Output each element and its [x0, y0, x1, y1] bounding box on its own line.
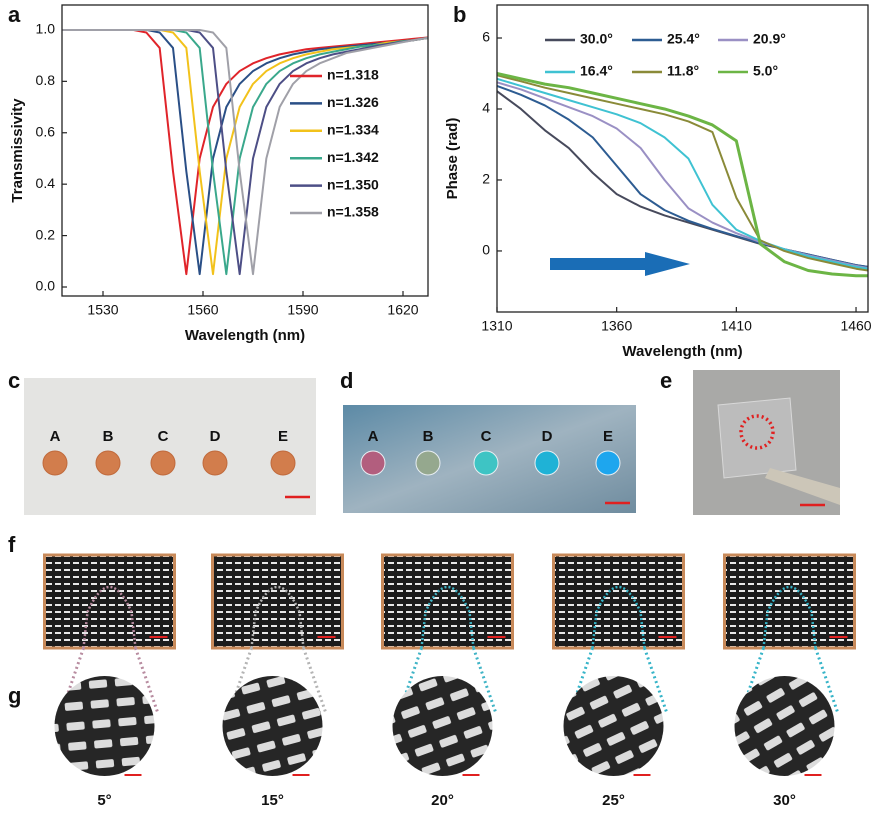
tweezers	[765, 468, 840, 505]
sample-label: C	[158, 428, 169, 445]
arrow	[550, 252, 690, 276]
y-tick-label: 0.0	[36, 278, 56, 294]
panel-label: a	[8, 2, 21, 27]
x-axis-title: Wavelength (nm)	[185, 327, 305, 344]
zoom-image	[54, 676, 155, 776]
series-line	[497, 77, 868, 270]
legend-label: 16.4°	[580, 63, 613, 79]
panel-label: b	[453, 2, 466, 27]
angle-label: 15°	[261, 792, 284, 809]
sample-label: D	[210, 428, 221, 445]
legend-label: 30.0°	[580, 31, 613, 47]
x-tick-label: 1460	[840, 318, 871, 334]
angle-label: 25°	[602, 792, 625, 809]
x-tick-label: 1410	[721, 318, 752, 334]
x-tick-label: 1620	[387, 302, 418, 318]
plot-lines	[62, 28, 428, 276]
x-tick-label: 1360	[601, 318, 632, 334]
panel-label: g	[8, 683, 21, 708]
metasurface-image	[723, 553, 856, 650]
y-tick-label: 4	[482, 100, 490, 116]
sample-dot	[42, 450, 68, 476]
panel-label: c	[8, 368, 20, 393]
sample-label: E	[603, 428, 613, 445]
panel-label: d	[340, 368, 353, 393]
legend-label: n=1.326	[327, 94, 379, 110]
zoom-line	[472, 647, 497, 713]
sample-dot	[150, 450, 176, 476]
series-line	[497, 74, 868, 272]
zoom-image	[392, 676, 493, 776]
photo-c	[24, 378, 316, 515]
sample-label: A	[50, 428, 61, 445]
series-line	[497, 81, 868, 269]
x-tick-label: 1590	[287, 302, 318, 318]
series-line	[497, 90, 868, 268]
y-axis-title: Phase (rad)	[444, 118, 461, 200]
legend-label: 11.8°	[667, 63, 699, 79]
sample-label: B	[103, 428, 114, 445]
sample-dot	[473, 450, 499, 476]
legend-label: 5.0°	[753, 63, 778, 79]
plot-frame	[61, 4, 429, 297]
y-axis-title: Transmissivity	[9, 98, 26, 203]
sample-label: D	[542, 428, 553, 445]
sample-dot	[360, 450, 386, 476]
zoom-image	[563, 676, 664, 776]
y-tick-label: 0.2	[36, 226, 56, 242]
y-tick-label: 0	[482, 242, 490, 258]
zoom-line	[814, 647, 839, 713]
sample-dot	[270, 450, 296, 476]
series-line	[497, 72, 868, 278]
panel-label: f	[8, 532, 16, 557]
angle-label: 30°	[773, 792, 796, 809]
y-tick-label: 6	[482, 29, 490, 45]
x-tick-label: 1530	[87, 302, 118, 318]
angle-label: 5°	[97, 792, 111, 809]
legend-label: n=1.318	[327, 67, 379, 83]
plot-frame	[496, 4, 869, 313]
legend-label: n=1.342	[327, 149, 379, 165]
sample-label: E	[278, 428, 288, 445]
zoom-line	[643, 647, 668, 713]
sample-label: B	[423, 428, 434, 445]
angle-label: 20°	[431, 792, 454, 809]
sample-dot	[534, 450, 560, 476]
zoom-line	[134, 647, 159, 713]
legend-label: n=1.358	[327, 204, 379, 220]
zoom-line	[302, 647, 327, 713]
y-tick-label: 0.4	[36, 175, 56, 191]
panel-label: e	[660, 368, 672, 393]
legend-label: n=1.334	[327, 122, 379, 138]
series-line	[62, 28, 428, 276]
plot-lines	[497, 72, 868, 278]
metasurface-image	[381, 553, 514, 650]
zoom-image	[734, 676, 835, 776]
legend-label: n=1.350	[327, 176, 379, 192]
y-tick-label: 2	[482, 171, 490, 187]
sample-label: A	[368, 428, 379, 445]
metasurface-image	[211, 553, 344, 650]
legend-label: 20.9°	[753, 31, 786, 47]
metasurface-image	[43, 553, 176, 650]
sample-label: C	[481, 428, 492, 445]
sample-dot	[595, 450, 621, 476]
metasurface-image	[552, 553, 685, 650]
sample-dot	[95, 450, 121, 476]
highlight-circle	[739, 414, 775, 450]
y-tick-label: 0.6	[36, 123, 56, 139]
x-tick-label: 1310	[481, 318, 512, 334]
legend-label: 25.4°	[667, 31, 700, 47]
sample-dot	[415, 450, 441, 476]
x-tick-label: 1560	[187, 302, 218, 318]
glass-slide	[717, 397, 797, 479]
sample-dot	[202, 450, 228, 476]
zoom-image	[222, 676, 323, 776]
y-tick-label: 1.0	[36, 21, 56, 37]
y-tick-label: 0.8	[36, 72, 56, 88]
series-line	[62, 28, 428, 276]
x-axis-title: Wavelength (nm)	[622, 343, 742, 360]
